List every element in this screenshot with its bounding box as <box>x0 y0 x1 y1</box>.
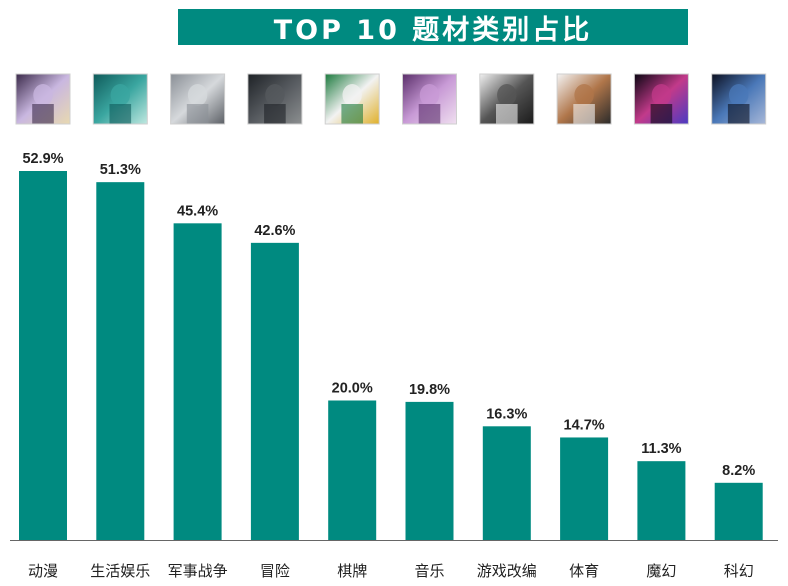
value-label: 20.0% <box>332 380 373 396</box>
bar <box>19 171 67 540</box>
value-label: 11.3% <box>641 441 681 457</box>
anime-character-icon <box>15 73 71 125</box>
category-label: 音乐 <box>414 562 444 580</box>
playing-cards-icon <box>324 73 380 125</box>
value-label: 42.6% <box>254 223 295 239</box>
chart-title-bar: TOP 10 题材类别占比 <box>178 9 688 46</box>
category-label: 科幻 <box>724 562 754 580</box>
bar <box>637 461 686 540</box>
category-label: 动漫 <box>28 562 58 580</box>
bar <box>96 182 145 540</box>
category-label: 体育 <box>569 562 599 580</box>
category-label: 军事战争 <box>168 562 228 580</box>
bar <box>405 401 454 540</box>
bar <box>482 426 531 540</box>
adventurer-icon <box>247 73 303 125</box>
bar <box>173 223 222 541</box>
chart-title: TOP 10 题材类别占比 <box>273 14 593 46</box>
category-label: 游戏改编 <box>477 562 537 580</box>
plasma-orb-icon <box>633 73 689 125</box>
microphone-icon <box>402 73 457 125</box>
bar <box>250 242 299 541</box>
bar <box>328 400 377 540</box>
category-label: 魔幻 <box>646 562 676 580</box>
value-label: 19.8% <box>409 382 450 398</box>
value-label: 52.9% <box>22 151 63 167</box>
category-label: 棋牌 <box>337 562 367 580</box>
guitarist-icon <box>479 73 535 125</box>
bar <box>560 437 609 540</box>
bar <box>714 482 763 540</box>
athlete-icon <box>556 73 612 125</box>
cyclist-underwater-icon <box>92 73 148 125</box>
value-label: 16.3% <box>486 406 527 422</box>
category-label: 生活娱乐 <box>90 562 150 580</box>
value-label: 45.4% <box>177 203 218 219</box>
value-label: 14.7% <box>564 417 605 433</box>
robot-icon <box>711 73 767 125</box>
value-label: 8.2% <box>722 463 755 479</box>
value-label: 51.3% <box>100 162 141 178</box>
category-label: 冒险 <box>260 562 290 580</box>
fighter-jet-icon <box>170 73 226 125</box>
